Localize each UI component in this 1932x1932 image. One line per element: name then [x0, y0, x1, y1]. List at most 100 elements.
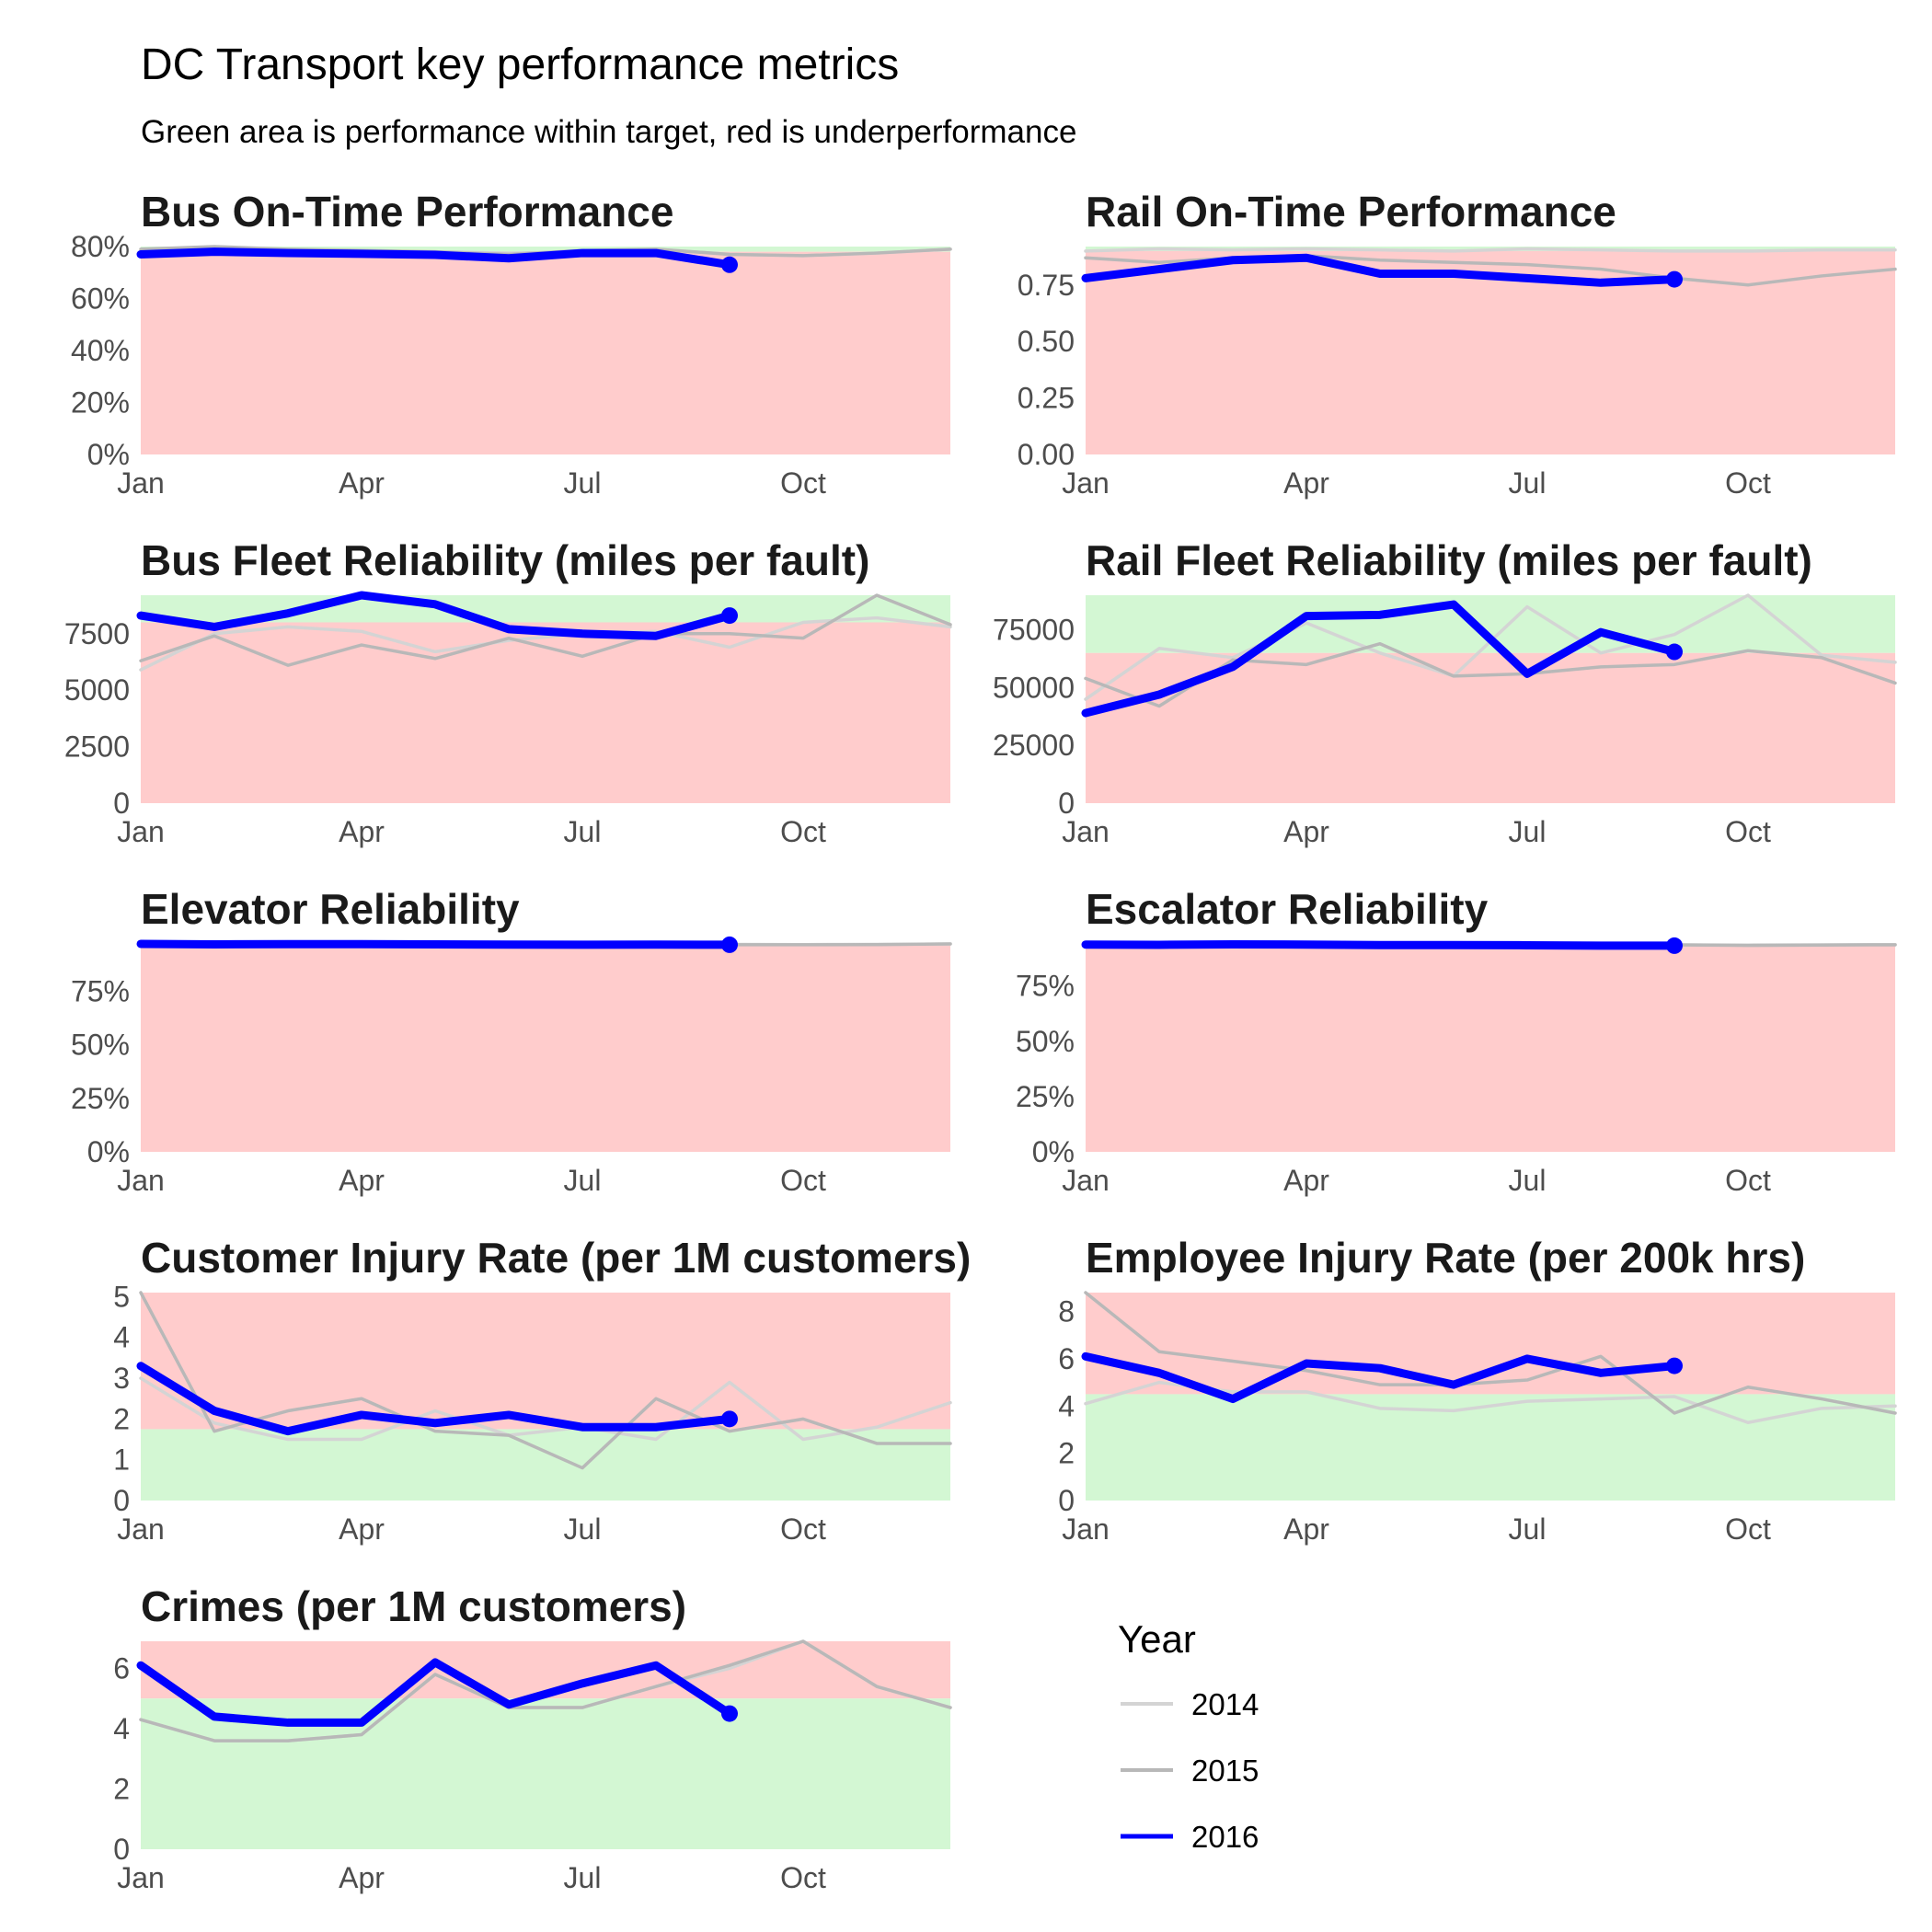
target-band-lower [141, 251, 950, 454]
panel-customer-injury-rate-per-1m-customers: Customer Injury Rate (per 1M customers) 0… [113, 1234, 971, 1546]
panel-title: Rail On-Time Performance [1086, 188, 1616, 236]
panel-title: Crimes (per 1M customers) [141, 1582, 686, 1630]
target-band-lower [141, 622, 950, 803]
x-tick-label: Apr [1283, 1164, 1329, 1197]
series-endpoint-2016 [721, 607, 738, 625]
x-tick-label: Jul [564, 466, 602, 500]
y-tick-label: 50% [71, 1029, 130, 1062]
x-tick-label: Jul [564, 1861, 602, 1894]
y-tick-label: 80% [71, 230, 130, 263]
x-tick-label: Oct [1725, 1164, 1771, 1197]
panels: Bus On-Time Performance0%20%40%60%80%Jan… [64, 188, 1897, 1894]
y-tick-label: 4 [113, 1321, 130, 1354]
x-tick-label: Oct [1725, 815, 1771, 848]
series-endpoint-2016 [721, 1705, 738, 1722]
x-tick-label: Apr [1283, 815, 1329, 848]
panel-escalator-reliability: Escalator Reliability 0% 25% 50% 75% Jan Apr Ju… [1016, 885, 1897, 1197]
x-tick-label: Oct [1725, 1512, 1771, 1546]
target-band-lower [141, 945, 950, 1152]
series-line-2016 [136, 1658, 734, 1727]
series-line-2015 [1084, 1291, 1897, 1415]
panel-title: Elevator Reliability [141, 885, 520, 933]
panel-title: Escalator Reliability [1086, 885, 1489, 933]
y-tick-label: 50000 [993, 671, 1075, 704]
target-band-upper [141, 1293, 950, 1430]
x-tick-label: Apr [1283, 466, 1329, 500]
series-line-2014 [139, 615, 952, 672]
y-tick-label: 5 [113, 1280, 130, 1313]
y-tick-label: 2500 [64, 730, 130, 764]
y-tick-label: 25% [71, 1082, 130, 1115]
x-tick-label: Jan [117, 1512, 165, 1546]
legend: Year 2014 2015 2016 [1118, 1617, 1259, 1854]
panel-bus-fleet-reliability-miles-per-fault: Bus Fleet Reliability (miles per fault) 0… [64, 536, 952, 848]
x-tick-label: Jul [1509, 1512, 1547, 1546]
y-tick-label: 6 [113, 1651, 130, 1685]
y-tick-label: 4 [113, 1712, 130, 1745]
y-tick-label: 2 [113, 1772, 130, 1805]
series-endpoint-2016 [721, 256, 738, 273]
y-tick-label: 5000 [64, 673, 130, 707]
series-line-2016 [1081, 253, 1679, 287]
y-tick-label: 0% [87, 438, 130, 471]
y-tick-label: 0 [1058, 1484, 1075, 1517]
y-tick-label: 75% [71, 974, 130, 1007]
y-tick-label: 0% [87, 1135, 130, 1168]
panel-title: Bus On-Time Performance [141, 188, 673, 236]
series-line-2016 [136, 247, 734, 270]
page-title: DC Transport key performance metrics [141, 40, 899, 89]
legend-item-2014: 2014 [1121, 1687, 1259, 1721]
x-tick-label: Jul [564, 1164, 602, 1197]
target-band-lower [1086, 652, 1895, 803]
series-endpoint-2016 [1666, 270, 1683, 288]
series-endpoint-2016 [721, 1410, 738, 1428]
x-tick-label: Apr [339, 1512, 385, 1546]
x-tick-label: Jan [1062, 1512, 1110, 1546]
target-band-upper [141, 1641, 950, 1699]
target-band-lower [1086, 946, 1895, 1152]
y-tick-label: 0 [113, 1484, 130, 1517]
y-tick-label: 25000 [993, 729, 1075, 762]
series-line-2016 [1081, 600, 1679, 718]
y-tick-label: 75000 [993, 614, 1075, 647]
x-tick-label: Jan [117, 815, 165, 848]
series-line-2015 [139, 1639, 952, 1742]
panel-employee-injury-rate-per-200k-hrs: Employee Injury Rate (per 200k hrs) 0 2 4 6 8… [1058, 1234, 1897, 1546]
panel-title: Customer Injury Rate (per 1M customers) [141, 1234, 971, 1282]
x-tick-label: Apr [339, 815, 385, 848]
y-tick-label: 0.50 [1018, 325, 1075, 358]
y-tick-label: 25% [1016, 1080, 1075, 1113]
x-tick-label: Oct [1725, 466, 1771, 500]
target-band-lower [141, 1429, 950, 1501]
x-tick-label: Jul [564, 815, 602, 848]
y-tick-label: 40% [71, 334, 130, 367]
x-tick-label: Apr [339, 1164, 385, 1197]
series-endpoint-2016 [721, 936, 738, 953]
y-tick-label: 7500 [64, 617, 130, 650]
panel-title: Employee Injury Rate (per 200k hrs) [1086, 1234, 1805, 1282]
y-tick-label: 8 [1058, 1295, 1075, 1328]
x-tick-label: Oct [780, 1164, 826, 1197]
series-line-2015 [139, 593, 952, 667]
x-tick-label: Oct [780, 466, 826, 500]
y-tick-label: 0.00 [1018, 438, 1075, 471]
x-tick-label: Apr [339, 466, 385, 500]
page-subtitle: Green area is performance within target,… [141, 114, 1076, 150]
series-endpoint-2016 [1666, 643, 1683, 661]
panel-rail-fleet-reliability-miles-per-fault: Rail Fleet Reliability (miles per fault)… [993, 536, 1897, 848]
panel-elevator-reliability: Elevator Reliability 0% 25% 50% 75% Jan Apr Jul… [71, 885, 952, 1197]
panel-title: Rail Fleet Reliability (miles per fault) [1086, 536, 1812, 584]
series-line-2016 [136, 1362, 734, 1436]
x-tick-label: Jul [1509, 1164, 1547, 1197]
y-tick-label: 20% [71, 386, 130, 420]
y-tick-label: 4 [1058, 1389, 1075, 1422]
y-tick-label: 1 [113, 1443, 130, 1477]
x-tick-label: Apr [339, 1861, 385, 1894]
panel-rail-on-time-performance: Rail On-Time Performance 0.00 0.25 0.50 0.75… [1018, 188, 1897, 500]
y-tick-label: 0.75 [1018, 269, 1075, 302]
series-line-2016 [136, 939, 734, 949]
y-tick-label: 0 [113, 787, 130, 820]
y-tick-label: 60% [71, 282, 130, 316]
target-band-lower [1086, 1394, 1895, 1501]
